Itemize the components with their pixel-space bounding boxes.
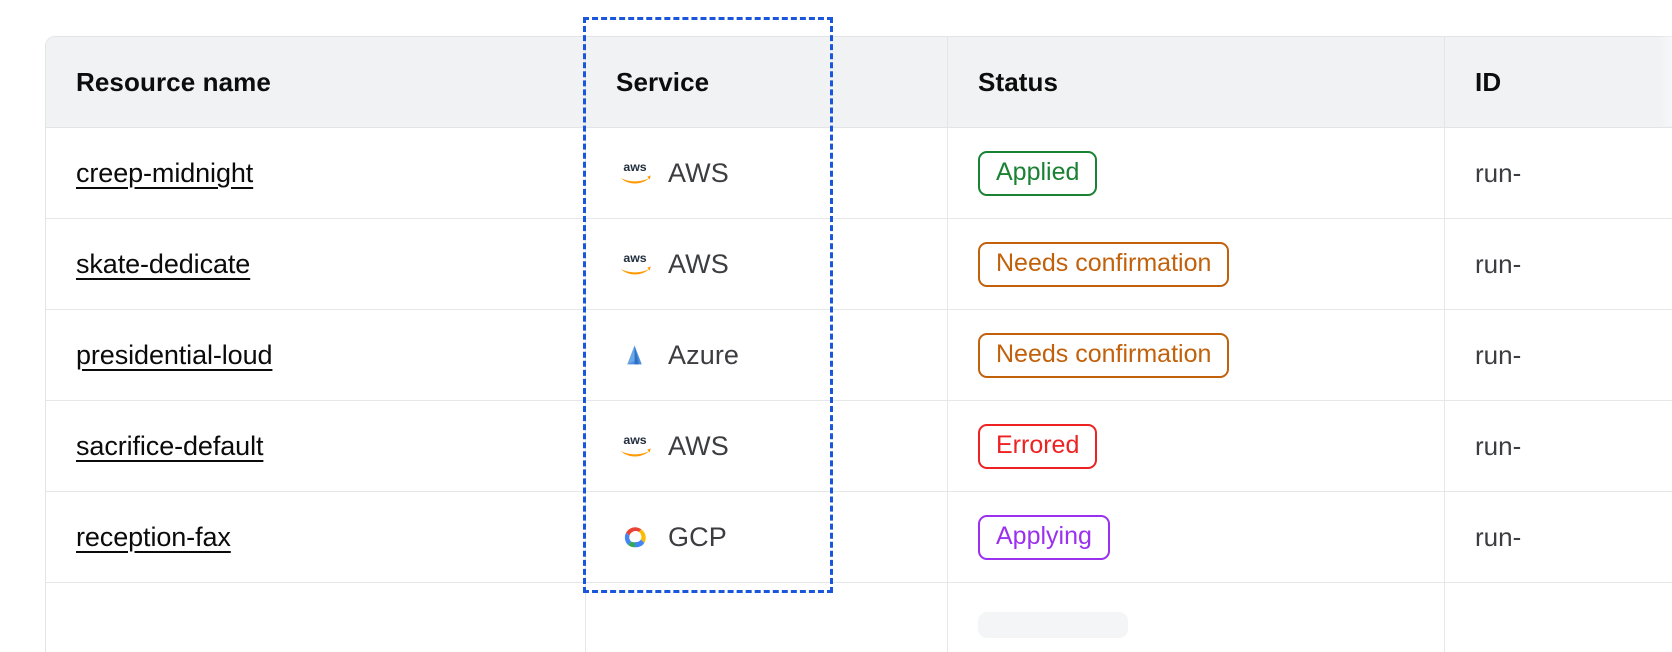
cell-status: Needs confirmation bbox=[948, 310, 1445, 401]
aws-logo-icon: aws bbox=[616, 156, 654, 190]
table-header: Resource name Service Status ID bbox=[46, 37, 1672, 128]
cell-service: aws AWS bbox=[586, 128, 948, 219]
service-cell-content: GCP bbox=[616, 520, 947, 554]
table-body: creep-midnight aws AWS bbox=[46, 128, 1672, 652]
status-badge: Errored bbox=[978, 423, 1098, 469]
table-row: skate-dedicate aws AWS bbox=[46, 219, 1672, 310]
status-badge: Needs confirmation bbox=[978, 241, 1230, 287]
cell-service bbox=[586, 583, 948, 652]
cell-status bbox=[948, 583, 1445, 652]
cell-resource-name: presidential-loud bbox=[46, 310, 586, 401]
resource-name-link[interactable]: presidential-loud bbox=[76, 339, 273, 370]
cell-status: Errored bbox=[948, 401, 1445, 492]
cell-service: Azure bbox=[586, 310, 948, 401]
resource-name-link[interactable]: sacrifice-default bbox=[76, 430, 264, 461]
status-badge-placeholder bbox=[978, 611, 1128, 638]
run-id-text: run- bbox=[1475, 521, 1522, 552]
cell-service: aws AWS bbox=[586, 401, 948, 492]
cell-resource-name: sacrifice-default bbox=[46, 401, 586, 492]
cell-id: run- bbox=[1445, 128, 1672, 219]
cell-service: GCP bbox=[586, 492, 948, 583]
resource-name-link[interactable]: skate-dedicate bbox=[76, 248, 251, 279]
cell-resource-name: skate-dedicate bbox=[46, 219, 586, 310]
run-id-text: run- bbox=[1475, 430, 1522, 461]
column-header-id[interactable]: ID bbox=[1445, 37, 1672, 128]
status-badge: Applying bbox=[978, 514, 1110, 560]
run-id-text: run- bbox=[1475, 248, 1522, 279]
table-header-row: Resource name Service Status ID bbox=[46, 37, 1672, 128]
resource-name-link[interactable]: creep-midnight bbox=[76, 157, 254, 188]
svg-text:aws: aws bbox=[623, 251, 646, 265]
column-header-service[interactable]: Service bbox=[586, 37, 948, 128]
service-label: Azure bbox=[668, 339, 740, 370]
run-id-text: run- bbox=[1475, 157, 1522, 188]
svg-text:aws: aws bbox=[623, 433, 646, 447]
column-header-resource-name[interactable]: Resource name bbox=[46, 37, 586, 128]
service-label: AWS bbox=[668, 430, 729, 461]
cell-status: Applying bbox=[948, 492, 1445, 583]
service-label: GCP bbox=[668, 521, 727, 552]
cell-id: run- bbox=[1445, 310, 1672, 401]
cell-resource-name: reception-fax bbox=[46, 492, 586, 583]
service-cell-content: aws AWS bbox=[616, 429, 947, 463]
cell-resource-name bbox=[46, 583, 586, 652]
resource-name-link[interactable]: reception-fax bbox=[76, 521, 231, 552]
azure-logo-icon bbox=[616, 338, 654, 372]
column-header-status[interactable]: Status bbox=[948, 37, 1445, 128]
service-cell-content: Azure bbox=[616, 338, 947, 372]
cell-status: Applied bbox=[948, 128, 1445, 219]
table-row: presidential-loud Azure bbox=[46, 310, 1672, 401]
service-cell-content: aws AWS bbox=[616, 156, 947, 190]
resources-table-container: Resource name Service Status ID creep-mi… bbox=[45, 36, 1672, 652]
table-row: creep-midnight aws AWS bbox=[46, 128, 1672, 219]
aws-logo-icon: aws bbox=[616, 429, 654, 463]
status-badge: Needs confirmation bbox=[978, 332, 1230, 378]
run-id-text: run- bbox=[1475, 339, 1522, 370]
cell-id: run- bbox=[1445, 492, 1672, 583]
aws-logo-icon: aws bbox=[616, 247, 654, 281]
table-row-partial bbox=[46, 583, 1672, 652]
cell-id: run- bbox=[1445, 401, 1672, 492]
cell-service: aws AWS bbox=[586, 219, 948, 310]
resources-table: Resource name Service Status ID creep-mi… bbox=[45, 36, 1672, 652]
cell-resource-name: creep-midnight bbox=[46, 128, 586, 219]
service-label: AWS bbox=[668, 157, 729, 188]
cell-id bbox=[1445, 583, 1672, 652]
cell-id: run- bbox=[1445, 219, 1672, 310]
service-label: AWS bbox=[668, 248, 729, 279]
table-row: reception-fax bbox=[46, 492, 1672, 583]
status-badge: Applied bbox=[978, 150, 1098, 196]
svg-text:aws: aws bbox=[623, 160, 646, 174]
service-cell-content: aws AWS bbox=[616, 247, 947, 281]
gcp-logo-icon bbox=[616, 520, 654, 554]
table-row: sacrifice-default aws AWS bbox=[46, 401, 1672, 492]
cell-status: Needs confirmation bbox=[948, 219, 1445, 310]
